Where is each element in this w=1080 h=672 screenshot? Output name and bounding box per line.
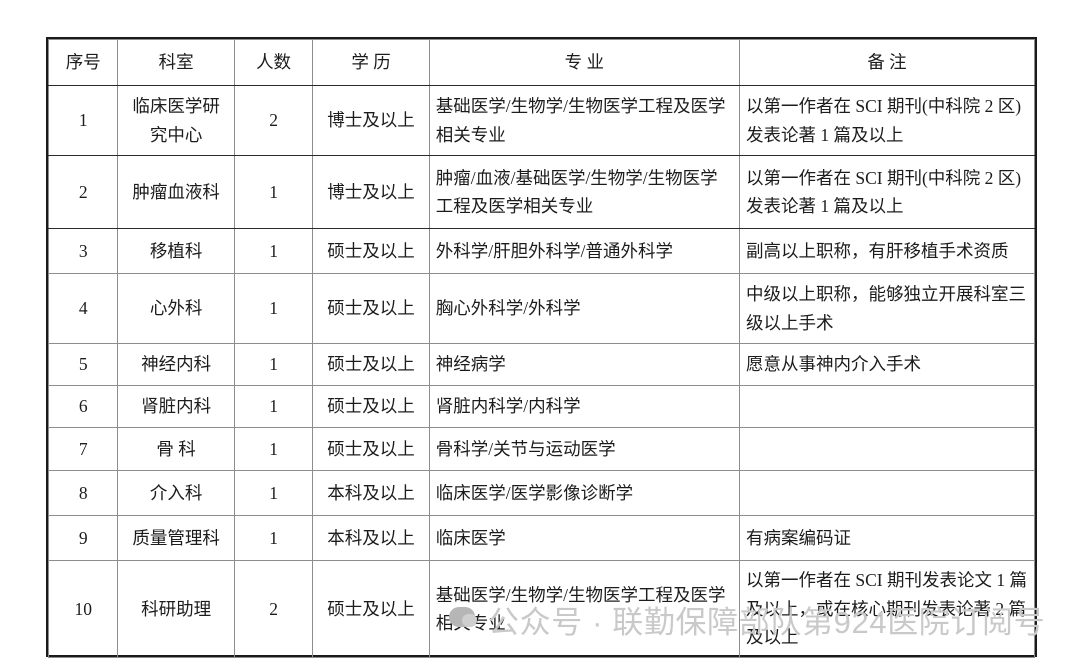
cell-edu: 本科及以上 — [312, 470, 430, 516]
column-header-dept: 科室 — [117, 39, 235, 86]
recruitment-table-container: 序号 科室 人数学 历专 业备 注 1 临床医学研究中心 2 博士及以上 基础医学/生物学/生… — [46, 37, 1037, 658]
cell-dept: 心外科 — [117, 273, 235, 344]
cell-note — [739, 427, 1035, 471]
cell-num: 1 — [233, 427, 314, 471]
table-row: 5 神经内科 1 硕士及以上 神经病学 愿意从事神内介入手术 — [47, 343, 1035, 386]
table-row: 9 质量管理科 1 本科及以上 临床医学 有病案编码证 — [47, 515, 1035, 561]
cell-note: 愿意从事神内介入手术 — [739, 343, 1035, 386]
cell-note — [739, 470, 1035, 516]
cell-dept: 移植科 — [117, 228, 235, 274]
cell-dept: 肾脏内科 — [117, 385, 235, 428]
cell-major: 神经病学 — [428, 343, 741, 386]
cell-major: 肾脏内科学/内科学 — [428, 385, 741, 428]
cell-major: 基础医学/生物学/生物医学工程及医学相关专业 — [428, 85, 741, 156]
cell-no: 7 — [47, 427, 119, 471]
cell-num: 1 — [233, 515, 314, 561]
cell-no: 9 — [47, 515, 119, 561]
cell-num: 2 — [233, 560, 314, 658]
column-header-num: 人数 — [233, 39, 314, 86]
table-row: 4 心外科 1 硕士及以上 胸心外科学/外科学 中级以上职称，能够独立开展科室三级以上手术 — [47, 273, 1035, 344]
cell-edu: 硕士及以上 — [312, 560, 430, 658]
cell-dept: 临床医学研究中心 — [117, 85, 235, 156]
column-header-major: 专 业 — [428, 39, 741, 86]
cell-major: 外科学/肝胆外科学/普通外科学 — [428, 228, 741, 274]
cell-num: 1 — [233, 273, 314, 344]
cell-note: 中级以上职称，能够独立开展科室三级以上手术 — [739, 273, 1035, 344]
cell-note: 以第一作者在 SCI 期刊(中科院 2 区)发表论著 1 篇及以上 — [739, 155, 1035, 229]
cell-dept: 肿瘤血液科 — [117, 155, 235, 229]
cell-edu: 硕士及以上 — [312, 343, 430, 386]
cell-no: 3 — [47, 228, 119, 274]
cell-no: 6 — [47, 385, 119, 428]
table-row: 3 移植科 1 硕士及以上 外科学/肝胆外科学/普通外科学 副高以上职称，有肝移植手术资质 — [47, 228, 1035, 274]
table-header-row: 序号 科室 人数学 历专 业备 注 — [47, 39, 1035, 86]
cell-edu: 硕士及以上 — [312, 228, 430, 274]
cell-major: 基础医学/生物学/生物医学工程及医学相关专业 — [428, 560, 741, 658]
cell-edu: 博士及以上 — [312, 155, 430, 229]
column-header-edu: 学 历 — [312, 39, 430, 86]
cell-major: 肿瘤/血液/基础医学/生物学/生物医学工程及医学相关专业 — [428, 155, 741, 229]
cell-note: 以第一作者在 SCI 期刊发表论文 1 篇及以上，或在核心期刊发表论著 2 篇及… — [739, 560, 1035, 658]
cell-dept: 介入科 — [117, 470, 235, 516]
cell-num: 1 — [233, 343, 314, 386]
cell-dept: 科研助理 — [117, 560, 235, 658]
table-row: 2 肿瘤血液科 1 博士及以上 肿瘤/血液/基础医学/生物学/生物医学工程及医学相关专业… — [47, 155, 1035, 229]
column-header-no: 序号 — [47, 39, 119, 86]
cell-no: 1 — [47, 85, 119, 156]
cell-num: 1 — [233, 155, 314, 229]
cell-edu: 博士及以上 — [312, 85, 430, 156]
cell-major: 胸心外科学/外科学 — [428, 273, 741, 344]
recruitment-table: 序号 科室 人数学 历专 业备 注 1 临床医学研究中心 2 博士及以上 基础医学/生物学/生… — [47, 39, 1035, 658]
cell-no: 5 — [47, 343, 119, 386]
cell-major: 临床医学 — [428, 515, 741, 561]
cell-no: 10 — [47, 560, 119, 658]
cell-edu: 本科及以上 — [312, 515, 430, 561]
cell-major: 骨科学/关节与运动医学 — [428, 427, 741, 471]
column-header-note: 备 注 — [739, 39, 1035, 86]
table-row: 8 介入科 1 本科及以上 临床医学/医学影像诊断学 — [47, 470, 1035, 516]
cell-no: 4 — [47, 273, 119, 344]
cell-dept: 质量管理科 — [117, 515, 235, 561]
cell-num: 1 — [233, 385, 314, 428]
cell-note: 有病案编码证 — [739, 515, 1035, 561]
table-row: 6 肾脏内科 1 硕士及以上 肾脏内科学/内科学 — [47, 385, 1035, 428]
table-row: 10 科研助理 2 硕士及以上 基础医学/生物学/生物医学工程及医学相关专业 以第一作者在… — [47, 560, 1035, 658]
table-row: 1 临床医学研究中心 2 博士及以上 基础医学/生物学/生物医学工程及医学相关专业 以第一… — [47, 85, 1035, 156]
cell-num: 1 — [233, 470, 314, 516]
cell-note: 以第一作者在 SCI 期刊(中科院 2 区)发表论著 1 篇及以上 — [739, 85, 1035, 156]
cell-dept: 骨 科 — [117, 427, 235, 471]
cell-dept: 神经内科 — [117, 343, 235, 386]
cell-edu: 硕士及以上 — [312, 385, 430, 428]
table-body: 序号 科室 人数学 历专 业备 注 1 临床医学研究中心 2 博士及以上 基础医学/生物学/生… — [47, 39, 1035, 658]
cell-num: 2 — [233, 85, 314, 156]
cell-edu: 硕士及以上 — [312, 273, 430, 344]
cell-num: 1 — [233, 228, 314, 274]
cell-edu: 硕士及以上 — [312, 427, 430, 471]
cell-note: 副高以上职称，有肝移植手术资质 — [739, 228, 1035, 274]
cell-major: 临床医学/医学影像诊断学 — [428, 470, 741, 516]
cell-no: 8 — [47, 470, 119, 516]
cell-note — [739, 385, 1035, 428]
cell-no: 2 — [47, 155, 119, 229]
